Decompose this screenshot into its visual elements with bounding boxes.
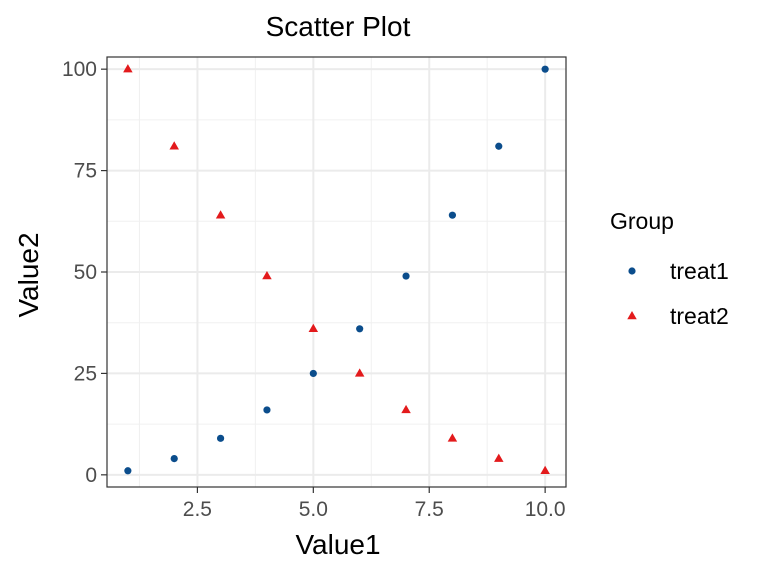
data-point-treat1 xyxy=(309,369,317,378)
axis-ticks xyxy=(101,68,546,493)
x-axis-title: Value1 xyxy=(295,529,380,560)
x-tick-label: 10.0 xyxy=(525,498,566,521)
data-point-treat2 xyxy=(123,64,133,73)
legend: Group treat1 treat2 xyxy=(610,208,729,329)
data-point-treat1 xyxy=(356,325,364,333)
data-point-treat2 xyxy=(401,404,411,414)
data-point-treat1 xyxy=(402,272,410,280)
data-points xyxy=(123,64,550,475)
data-point-treat2 xyxy=(262,271,272,280)
x-tick-label: 5.0 xyxy=(299,498,328,521)
data-point-treat1 xyxy=(263,406,271,414)
data-point-treat2 xyxy=(215,210,226,219)
y-tick-label: 100 xyxy=(62,58,97,81)
y-tick-label: 0 xyxy=(85,464,97,487)
y-axis-title: Value2 xyxy=(13,232,44,317)
legend-title: Group xyxy=(610,208,674,234)
y-tick-label: 50 xyxy=(74,261,97,284)
data-point-treat2 xyxy=(308,323,319,333)
data-point-treat1 xyxy=(541,65,549,73)
chart-title: Scatter Plot xyxy=(266,11,411,42)
legend-key-treat1 xyxy=(628,267,636,275)
legend-label-treat1: treat1 xyxy=(670,258,729,284)
data-point-treat1 xyxy=(495,142,503,150)
data-point-treat1 xyxy=(448,211,457,219)
y-tick-label: 75 xyxy=(74,160,97,183)
major-gridlines xyxy=(107,57,566,487)
legend-label-treat2: treat2 xyxy=(670,303,729,329)
x-tick-label: 2.5 xyxy=(183,498,212,521)
data-point-treat1 xyxy=(170,455,178,463)
legend-key-treat2 xyxy=(627,311,637,320)
x-tick-label: 7.5 xyxy=(415,498,444,521)
data-point-treat2 xyxy=(354,368,365,377)
y-tick-label: 25 xyxy=(74,362,97,385)
data-point-treat2 xyxy=(494,453,504,462)
data-point-treat1 xyxy=(216,434,225,442)
axis-tick-labels: 2.5 5.0 7.5 10.0 0 25 50 75 100 xyxy=(62,58,566,521)
data-point-treat1 xyxy=(124,467,132,475)
data-point-treat2 xyxy=(169,141,179,150)
data-point-treat2 xyxy=(447,433,458,442)
data-point-treat2 xyxy=(540,465,550,475)
